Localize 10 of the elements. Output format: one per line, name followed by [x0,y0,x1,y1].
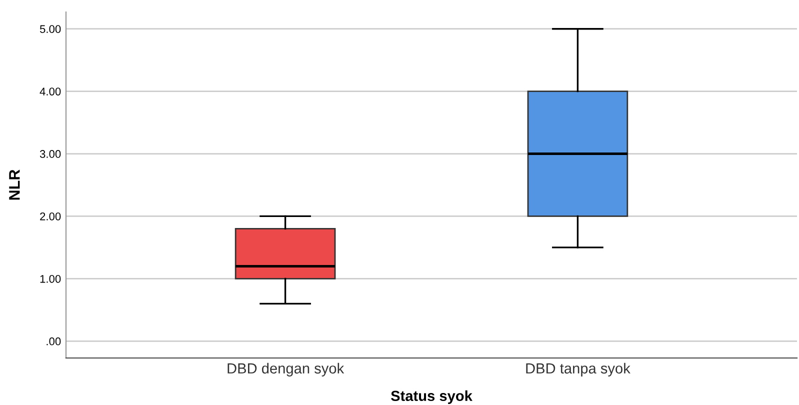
y-tick-label: 3.00 [40,150,61,158]
y-axis-title: NLR [9,170,20,200]
x-tick-label: DBD dengan syok [228,362,344,376]
x-axis-title: Status syok [390,390,472,404]
y-tick-label: .00 [46,337,61,346]
y-tick-label: 1.00 [40,274,61,283]
x-tick-label: DBD tanpa syok [526,362,630,376]
y-tick-label: 4.00 [40,88,61,96]
y-tick-label: 2.00 [40,212,61,220]
y-tick-label: 5.00 [40,25,61,33]
